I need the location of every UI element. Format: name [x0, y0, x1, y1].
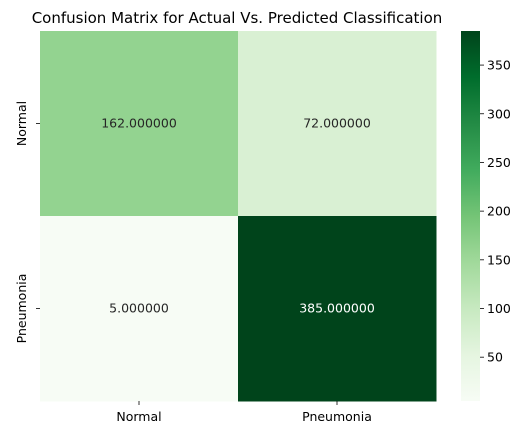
- colorbar-tick-label-6: 350: [487, 58, 511, 73]
- colorbar-tick-label-4: 250: [487, 155, 511, 170]
- x-tick-label-0: Normal: [116, 409, 161, 424]
- colorbar: 50 100 150 200 250 300 350: [461, 31, 511, 401]
- heatmap-cell-r0-c1: [238, 31, 437, 217]
- cell-annotation-r1-c1: 385.000000: [299, 301, 375, 316]
- x-tick-labels: Normal Pneumonia: [116, 401, 372, 424]
- x-tick-label-1: Pneumonia: [302, 409, 372, 424]
- colorbar-tick-label-5: 300: [487, 106, 511, 121]
- y-tick-labels: Normal Pneumonia: [14, 101, 40, 343]
- colorbar-tick-label-0: 50: [487, 350, 503, 365]
- cell-annotation-r0-c1: 72.000000: [303, 116, 371, 131]
- heatmap-cell-r1-c1: [238, 216, 437, 402]
- colorbar-tick-label-2: 150: [487, 252, 511, 267]
- colorbar-gradient: [461, 31, 480, 401]
- y-tick-label-0: Normal: [14, 101, 29, 146]
- cell-annotation-r0-c0: 162.000000: [101, 116, 177, 131]
- heatmap-cells: [40, 31, 437, 402]
- cell-annotation-r1-c0: 5.000000: [109, 301, 169, 316]
- cell-annotations: 162.000000 72.000000 5.000000 385.000000: [101, 116, 375, 316]
- heatmap-cell-r0-c0: [40, 31, 239, 217]
- chart-title: Confusion Matrix for Actual Vs. Predicte…: [32, 9, 443, 27]
- colorbar-tick-label-1: 100: [487, 301, 511, 316]
- colorbar-tick-label-3: 200: [487, 204, 511, 219]
- y-tick-label-1: Pneumonia: [14, 274, 29, 344]
- heatmap-cell-r1-c0: [40, 216, 239, 402]
